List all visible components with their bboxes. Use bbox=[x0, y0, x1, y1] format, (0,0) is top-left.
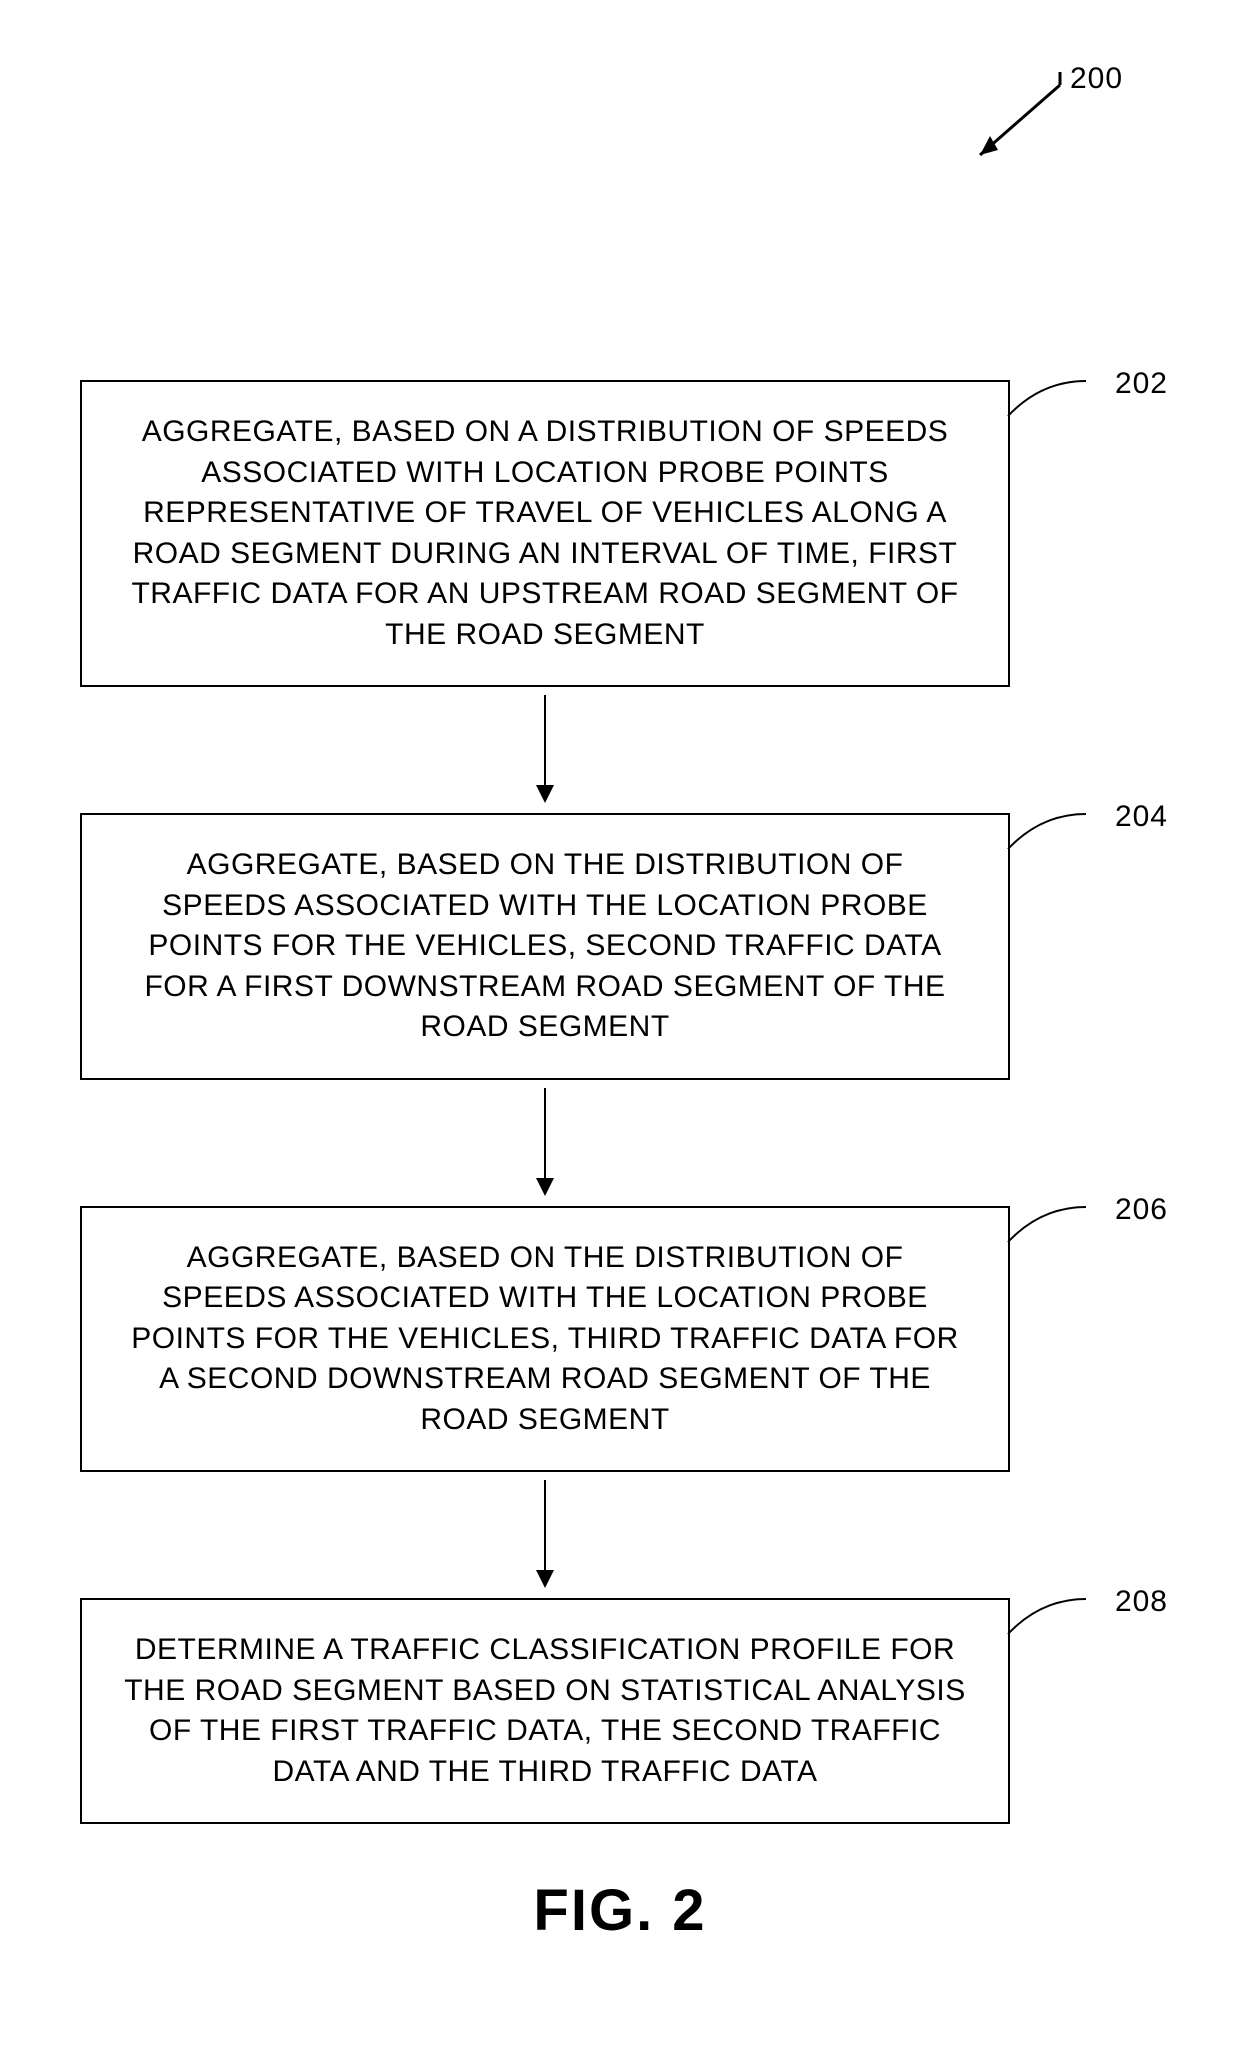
flow-arrow bbox=[80, 1472, 1010, 1598]
figure-number-label: 200 bbox=[1070, 62, 1123, 96]
flow-step-text: AGGREGATE, BASED ON THE DISTRIBUTION OF … bbox=[131, 1241, 958, 1436]
step-ref-label: 204 bbox=[1115, 797, 1168, 838]
down-arrow-icon bbox=[530, 695, 560, 805]
flow-step-text: AGGREGATE, BASED ON THE DISTRIBUTION OF … bbox=[144, 848, 945, 1043]
flow-step-text: DETERMINE A TRAFFIC CLASSIFICATION PROFI… bbox=[124, 1633, 966, 1788]
figure-number-pointer: 200 bbox=[950, 70, 1110, 185]
leader-line-icon bbox=[1006, 809, 1096, 859]
down-arrow-icon bbox=[530, 1088, 560, 1198]
step-ref-label: 208 bbox=[1115, 1582, 1168, 1623]
flow-arrow bbox=[80, 687, 1010, 813]
flow-step-204: AGGREGATE, BASED ON THE DISTRIBUTION OF … bbox=[80, 813, 1010, 1080]
leader-line-icon bbox=[1006, 1594, 1096, 1644]
down-arrow-icon bbox=[530, 1480, 560, 1590]
step-ref-label: 206 bbox=[1115, 1190, 1168, 1231]
leader-line-icon bbox=[1006, 376, 1096, 426]
step-ref-label: 202 bbox=[1115, 364, 1168, 405]
flow-step-text: AGGREGATE, BASED ON A DISTRIBUTION OF SP… bbox=[131, 415, 958, 651]
flow-step-206: AGGREGATE, BASED ON THE DISTRIBUTION OF … bbox=[80, 1206, 1010, 1473]
figure-title: FIG. 2 bbox=[0, 1877, 1240, 1944]
flow-step-202: AGGREGATE, BASED ON A DISTRIBUTION OF SP… bbox=[80, 380, 1010, 687]
flowchart-container: AGGREGATE, BASED ON A DISTRIBUTION OF SP… bbox=[80, 380, 1140, 1824]
flow-arrow bbox=[80, 1080, 1010, 1206]
leader-line-icon bbox=[1006, 1202, 1096, 1252]
flow-step-208: DETERMINE A TRAFFIC CLASSIFICATION PROFI… bbox=[80, 1598, 1010, 1824]
